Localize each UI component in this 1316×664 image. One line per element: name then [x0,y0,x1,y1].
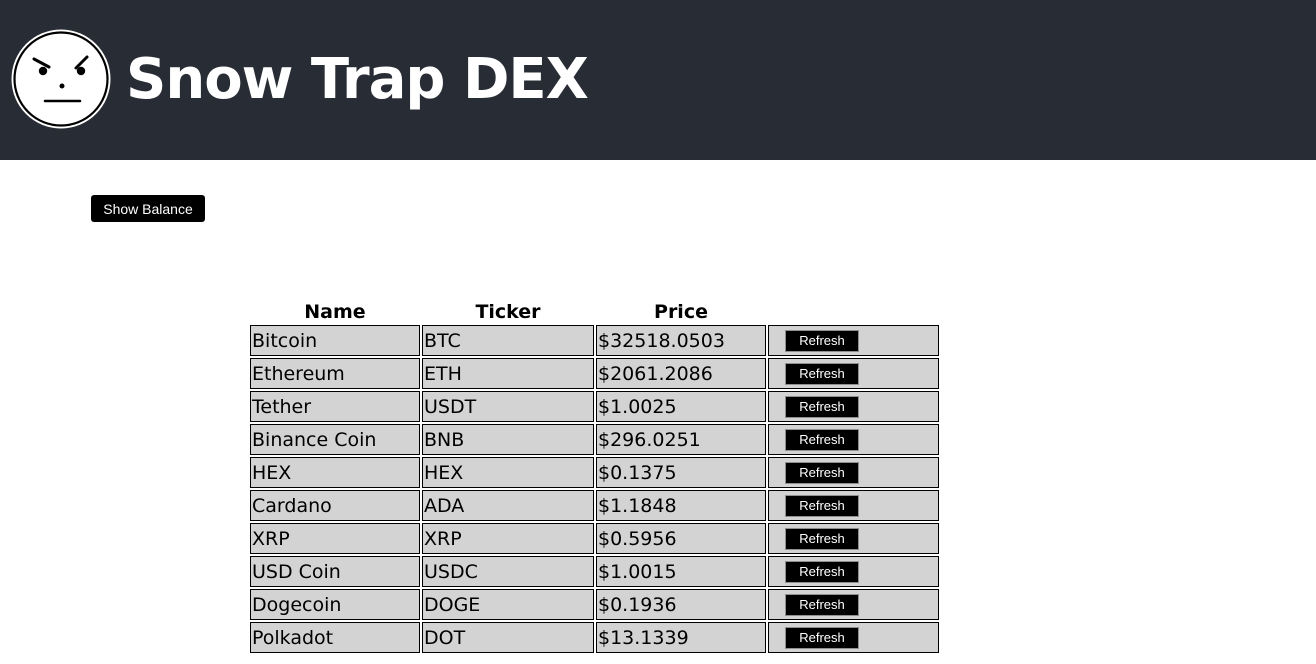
action-cell: Refresh [768,358,939,389]
coin-name: Tether [250,391,420,422]
coin-name: Ethereum [250,358,420,389]
coin-price: $13.1339 [596,622,766,653]
coin-name: Dogecoin [250,589,420,620]
refresh-button[interactable]: Refresh [785,560,859,583]
show-balance-button[interactable]: Show Balance [91,195,205,222]
app-header: Snow Trap DEX [0,0,1316,160]
coin-name: Polkadot [250,622,420,653]
coin-price: $1.1848 [596,490,766,521]
column-header-name: Name [304,301,366,323]
column-header-actions [768,298,939,323]
action-cell: Refresh [768,490,939,521]
coin-ticker: USDC [422,556,594,587]
grumpy-face-icon [11,29,111,129]
coin-ticker: XRP [422,523,594,554]
table-row: USD Coin USDC $1.0015 Refresh [250,556,939,587]
coin-price: $296.0251 [596,424,766,455]
action-cell: Refresh [768,424,939,455]
refresh-button[interactable]: Refresh [785,494,859,517]
coin-name: USD Coin [250,556,420,587]
coin-price: $0.1375 [596,457,766,488]
refresh-button[interactable]: Refresh [785,329,859,352]
coin-ticker: ETH [422,358,594,389]
action-cell: Refresh [768,391,939,422]
column-header-ticker: Ticker [475,301,541,323]
coin-name: Cardano [250,490,420,521]
refresh-button[interactable]: Refresh [785,461,859,484]
action-cell: Refresh [768,589,939,620]
refresh-button[interactable]: Refresh [785,362,859,385]
coin-ticker: DOGE [422,589,594,620]
coin-ticker: BNB [422,424,594,455]
coin-name: Bitcoin [250,325,420,356]
action-cell: Refresh [768,457,939,488]
coin-name: Binance Coin [250,424,420,455]
table-header-row: Name Ticker Price [250,298,939,323]
coin-price: $2061.2086 [596,358,766,389]
coin-ticker: HEX [422,457,594,488]
coin-price: $1.0025 [596,391,766,422]
table-row: Tether USDT $1.0025 Refresh [250,391,939,422]
coin-ticker: DOT [422,622,594,653]
price-table: Name Ticker Price Bitcoin BTC $32518.050… [248,296,941,655]
coin-price: $32518.0503 [596,325,766,356]
table-row: Polkadot DOT $13.1339 Refresh [250,622,939,653]
coin-price: $1.0015 [596,556,766,587]
action-cell: Refresh [768,556,939,587]
table-row: Bitcoin BTC $32518.0503 Refresh [250,325,939,356]
refresh-button[interactable]: Refresh [785,527,859,550]
coin-ticker: BTC [422,325,594,356]
table-row: Dogecoin DOGE $0.1936 Refresh [250,589,939,620]
coin-price: $0.1936 [596,589,766,620]
action-cell: Refresh [768,325,939,356]
table-row: HEX HEX $0.1375 Refresh [250,457,939,488]
refresh-button[interactable]: Refresh [785,626,859,649]
action-cell: Refresh [768,523,939,554]
table-row: Binance Coin BNB $296.0251 Refresh [250,424,939,455]
refresh-button[interactable]: Refresh [785,593,859,616]
refresh-button[interactable]: Refresh [785,428,859,451]
table-row: Ethereum ETH $2061.2086 Refresh [250,358,939,389]
coin-ticker: ADA [422,490,594,521]
coin-name: XRP [250,523,420,554]
table-row: XRP XRP $0.5956 Refresh [250,523,939,554]
action-cell: Refresh [768,622,939,653]
refresh-button[interactable]: Refresh [785,395,859,418]
coin-ticker: USDT [422,391,594,422]
coin-price: $0.5956 [596,523,766,554]
coin-name: HEX [250,457,420,488]
app-title: Snow Trap DEX [126,47,589,112]
table-row: Cardano ADA $1.1848 Refresh [250,490,939,521]
column-header-price: Price [654,301,708,323]
